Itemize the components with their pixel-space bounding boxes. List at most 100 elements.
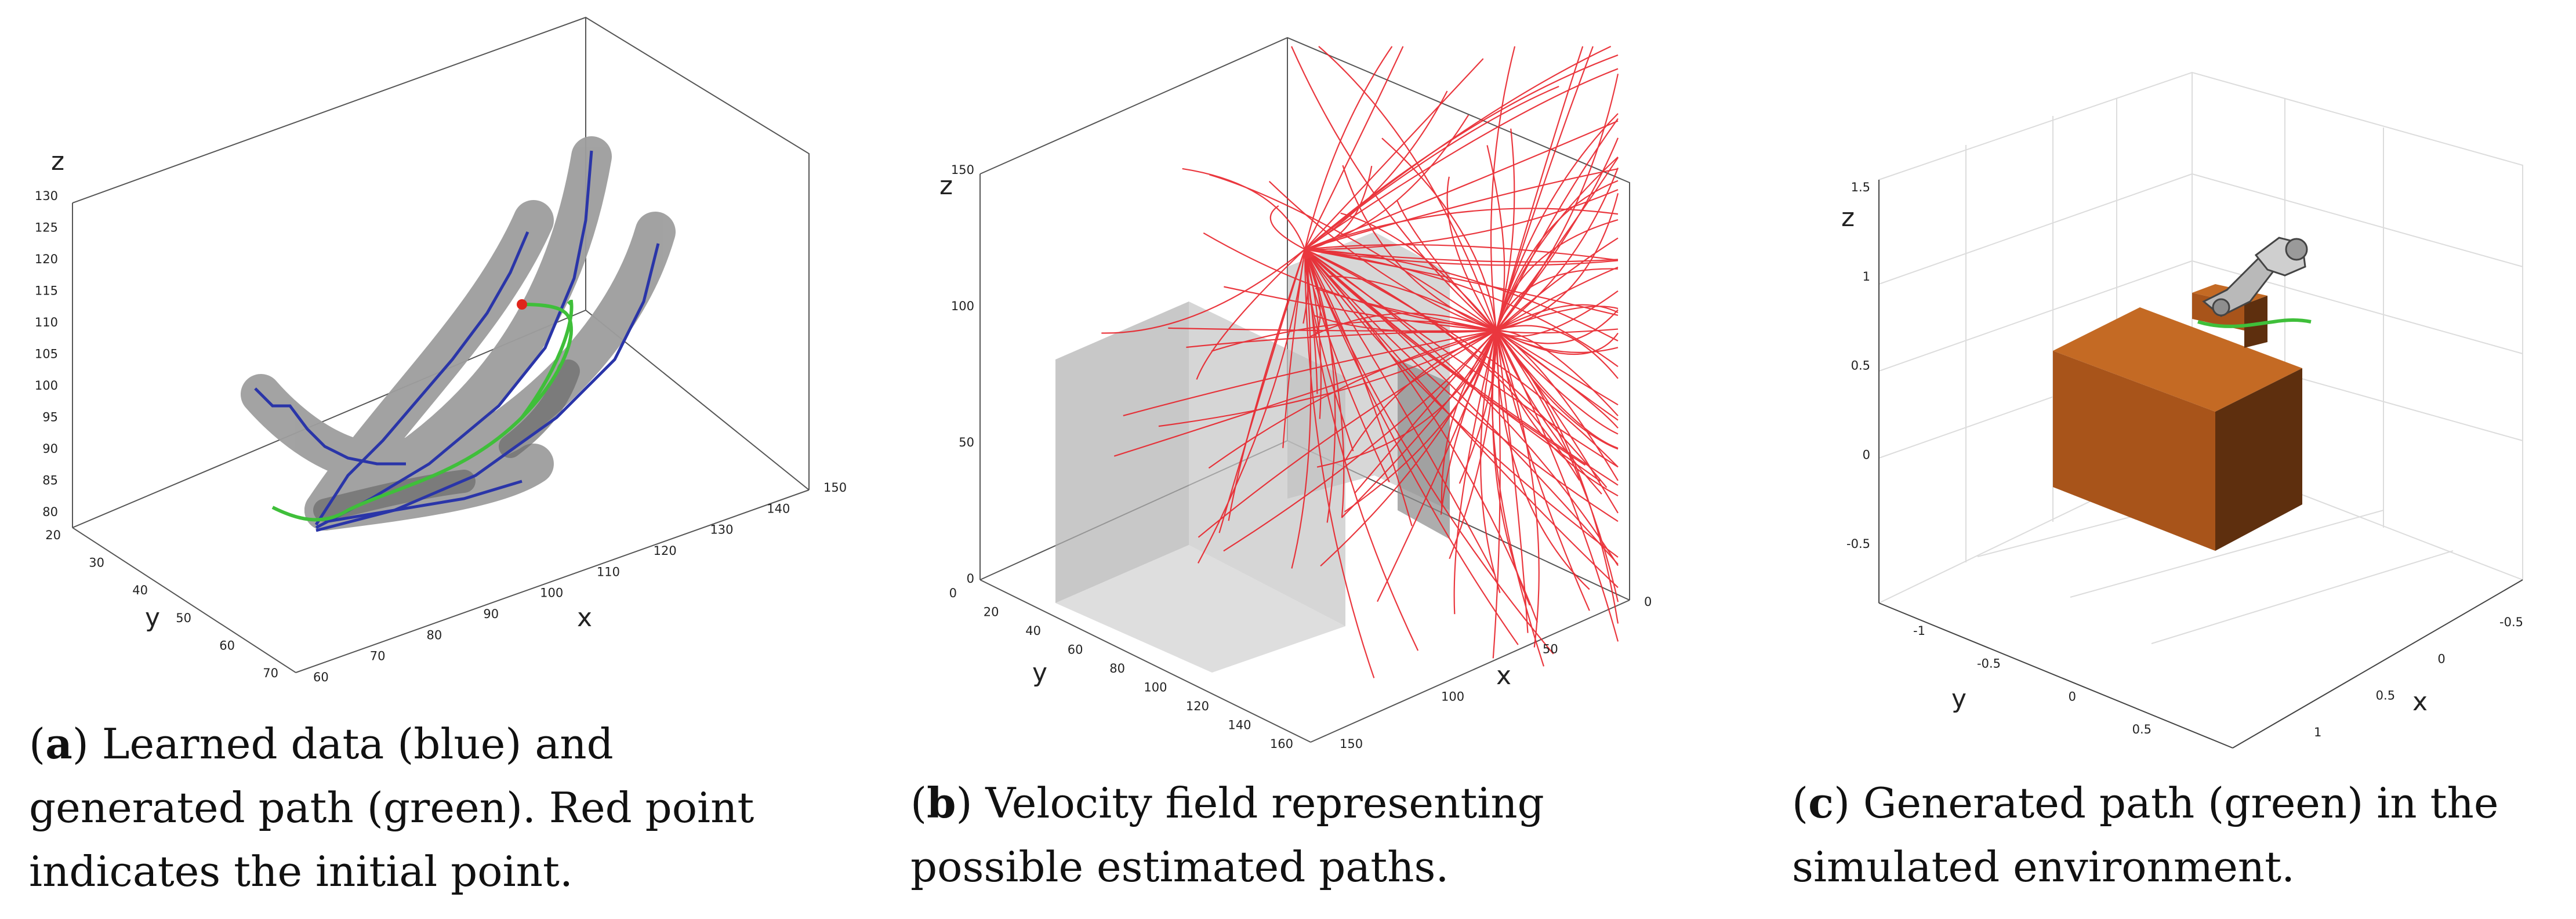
tick-label: 30 — [89, 556, 104, 570]
field-curve — [1340, 212, 1497, 331]
field-curve — [1268, 180, 1497, 332]
generated-path-c — [2197, 318, 2312, 328]
tick-label: 115 — [35, 284, 58, 298]
tick-label: 120 — [1186, 699, 1209, 713]
learned-path — [314, 231, 529, 526]
panel-c: z y x -0.5 0 0.5 1 1.5 -1 -0.5 0 0.5 -0.5 0 0.5 1 (c… — [1746, 0, 2576, 919]
field-curve — [1326, 275, 1497, 331]
tick-label: 105 — [35, 347, 58, 361]
field-curve — [1304, 249, 1375, 678]
tick-label: 150 — [1340, 737, 1363, 751]
field-curve — [1123, 329, 1497, 416]
field-curve — [1396, 199, 1497, 331]
tick-label: 50 — [176, 611, 191, 625]
field-curve — [1495, 128, 1515, 331]
field-curve — [1304, 249, 1318, 394]
field-curve — [1197, 249, 1306, 564]
tick-label: 60 — [1068, 643, 1083, 657]
caption-text-a: Learned data (blue) and generated path (… — [29, 720, 754, 896]
tick-label: 0 — [2437, 652, 2445, 666]
x-axis-label-c: x — [2412, 687, 2428, 717]
ticks-b: 0 50 100 150 0 20 40 60 80 100 120 140 160 0 50 100 150 — [949, 163, 1652, 751]
tick-label: 20 — [984, 605, 999, 619]
tick-label: 85 — [42, 474, 58, 488]
field-curve — [1440, 330, 1497, 515]
field-curve — [1304, 249, 1619, 468]
field-curve — [1113, 329, 1497, 457]
tick-label: 50 — [959, 435, 974, 449]
field-curve — [1304, 114, 1470, 250]
caption-a: (a) Learned data (blue) and generated pa… — [29, 719, 754, 896]
tick-label: 50 — [1543, 642, 1558, 656]
field-curve — [1496, 330, 1619, 435]
panel-b: z y x 0 50 100 150 0 20 40 60 80 100 120 140 160 0 50 1… — [864, 0, 1722, 919]
caption-text-b: Velocity field representing possible est… — [910, 779, 1544, 891]
caption-c: (c) Generated path (green) in the simula… — [1792, 778, 2499, 891]
axes-c — [1878, 180, 2523, 749]
tick-label: 70 — [370, 649, 386, 663]
generated-path-tail — [520, 303, 574, 419]
tick-label: 1 — [1863, 270, 1870, 284]
field-curve — [1496, 309, 1619, 344]
generated-path — [271, 299, 574, 522]
field-curve — [1377, 330, 1497, 602]
tick-label: 70 — [263, 666, 278, 680]
tick-label: 0 — [967, 572, 974, 586]
tick-label: 150 — [823, 481, 847, 495]
field-curve — [1304, 120, 1619, 250]
tick-label: -0.5 — [2499, 615, 2523, 629]
tick-label: 90 — [483, 607, 499, 621]
field-curve — [1304, 168, 1619, 250]
tick-label: 120 — [35, 252, 58, 266]
tick-label: 0 — [1863, 448, 1870, 462]
ticks-c: -0.5 0 0.5 1 1.5 -1 -0.5 0 0.5 -0.5 0 0.5 1 — [1846, 180, 2523, 739]
field-curve — [1198, 330, 1497, 538]
field-curve — [1495, 268, 1619, 331]
field-curve — [1453, 330, 1497, 615]
tick-label: 90 — [42, 442, 58, 456]
panel-a: z y x 80 85 90 95 100 105 110 115 120 125 130 20 30 4… — [0, 0, 858, 919]
x-axis-label-b: x — [1496, 661, 1511, 691]
field-curve — [1496, 330, 1619, 355]
field-curve — [1480, 330, 1501, 593]
learned-path — [324, 480, 523, 524]
field-curve — [1304, 248, 1619, 266]
obstacles — [1055, 232, 1450, 673]
field-curve — [1218, 249, 1306, 533]
field-curve — [1304, 249, 1519, 645]
learned-path — [254, 387, 406, 466]
field-curve — [1304, 249, 1554, 655]
field-curve — [1304, 249, 1336, 523]
y-axis-label-b: y — [1032, 658, 1047, 688]
field-curve — [1320, 330, 1497, 566]
tick-label: 1 — [2314, 725, 2321, 739]
field-curve — [1304, 249, 1601, 482]
field-curve — [1441, 330, 1497, 508]
tick-label: -0.5 — [1846, 537, 1870, 551]
field-curve — [1496, 330, 1619, 602]
data-tubes — [241, 136, 676, 531]
initial-point — [517, 299, 527, 310]
field-curve — [1208, 329, 1497, 469]
field-curve — [1304, 189, 1619, 250]
field-curve — [1496, 237, 1619, 331]
field-curve — [1496, 330, 1619, 406]
caption-letter-b: b — [927, 778, 956, 827]
field-curve — [1496, 330, 1619, 642]
caption-letter-a: a — [45, 719, 72, 768]
field-curve — [1496, 74, 1619, 331]
tick-label: 100 — [35, 379, 58, 393]
velocity-field — [1101, 46, 1619, 678]
tick-label: -0.5 — [1977, 657, 2001, 671]
caption-b: (b) Velocity field representing possible… — [910, 778, 1544, 891]
field-curve — [1381, 137, 1497, 331]
plot-a: z y x 80 85 90 95 100 105 110 115 120 125 130 20 30 4… — [35, 16, 847, 684]
field-curve — [1496, 328, 1619, 334]
field-curve — [1496, 330, 1619, 624]
field-curve — [1304, 249, 1619, 558]
tick-label: 125 — [35, 221, 58, 235]
plot-c: z y x -0.5 0 0.5 1 1.5 -1 -0.5 0 0.5 -0.5 0 0.5 1 — [1841, 71, 2523, 749]
tick-label: 140 — [767, 502, 790, 515]
plot-b: z y x 0 50 100 150 0 20 40 60 80 100 120 140 160 0 50 1… — [939, 37, 1652, 751]
field-curve — [1291, 46, 1497, 331]
